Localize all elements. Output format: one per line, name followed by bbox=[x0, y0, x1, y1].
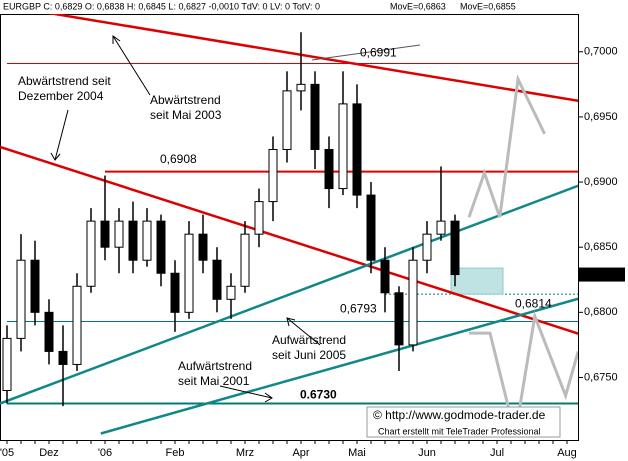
candle-body bbox=[114, 220, 124, 248]
annotation: Aufwärtstrend bbox=[178, 359, 252, 373]
x-tick-label: Apr bbox=[292, 447, 309, 459]
candle-body bbox=[44, 311, 54, 352]
candle-body bbox=[58, 350, 68, 365]
x-tick-label: Jun bbox=[418, 447, 436, 459]
y-tick-label: 0,6800 bbox=[584, 306, 618, 318]
level-label: 0,6793 bbox=[340, 302, 377, 316]
credit-box bbox=[366, 406, 561, 438]
candle-body bbox=[296, 83, 306, 92]
y-tick-label: 0,6900 bbox=[584, 176, 618, 188]
x-tick-label: Mrz bbox=[236, 447, 254, 459]
last-price: 0,6829 bbox=[582, 268, 616, 280]
candle-body bbox=[156, 220, 166, 274]
candle-body bbox=[394, 292, 404, 346]
projection bbox=[467, 73, 546, 218]
projection bbox=[469, 310, 578, 436]
trendline bbox=[47, 14, 578, 103]
plot-area bbox=[0, 14, 578, 436]
x-tick-label: Mai bbox=[348, 447, 366, 459]
plot-frame bbox=[0, 14, 579, 441]
level-box bbox=[450, 267, 504, 295]
annotation: seit Mai 2003 bbox=[150, 108, 222, 122]
level-label: 0,6814 bbox=[515, 296, 552, 310]
candle-body bbox=[352, 103, 362, 196]
candle-body bbox=[142, 220, 152, 261]
candle-body bbox=[282, 90, 292, 150]
candle-body bbox=[184, 233, 194, 313]
header: EURGBP C: 0,6829 O: 0,6838 H: 0,6845 L: … bbox=[3, 1, 320, 11]
annotation: seit Juni 2005 bbox=[272, 348, 346, 362]
credit: Chart erstellt mit TeleTrader Profession… bbox=[378, 426, 541, 436]
x-tick-label: Jul bbox=[490, 447, 504, 459]
ma-label: MovE=0,6863 bbox=[390, 1, 446, 11]
candle-body bbox=[86, 220, 96, 287]
candle-body bbox=[324, 148, 334, 190]
candle-body bbox=[422, 233, 432, 261]
trendline bbox=[0, 145, 578, 335]
candle-body bbox=[16, 259, 26, 339]
arrows bbox=[50, 35, 421, 403]
last-price-box bbox=[579, 267, 625, 282]
candle-body bbox=[128, 220, 138, 261]
candle-body bbox=[366, 194, 376, 261]
level-label: 0,6908 bbox=[160, 152, 197, 166]
candle-body bbox=[450, 220, 460, 276]
candle-body bbox=[100, 220, 110, 248]
candle-body bbox=[254, 201, 264, 235]
x-tick-label: Feb bbox=[166, 447, 185, 459]
x-tick-label: Dez bbox=[39, 447, 59, 459]
ma-label: MovE=0,6855 bbox=[460, 1, 516, 11]
candle-body bbox=[268, 148, 278, 203]
x-tick-label: '05 bbox=[0, 447, 14, 459]
level-label: 0,6991 bbox=[360, 46, 397, 60]
candle-body bbox=[212, 259, 222, 300]
candle-body bbox=[198, 233, 208, 261]
y-tick-label: 0,6750 bbox=[584, 371, 618, 383]
candle-body bbox=[310, 83, 320, 150]
annotation: Dezember 2004 bbox=[18, 89, 104, 103]
y-tick-label: 0,7000 bbox=[584, 46, 618, 58]
candle-body bbox=[380, 259, 390, 294]
candle-body bbox=[408, 259, 418, 346]
y-tick-label: 0,6850 bbox=[584, 241, 618, 253]
candle-body bbox=[30, 259, 40, 313]
trendline bbox=[0, 184, 578, 405]
x-tick-label: Aug bbox=[557, 447, 577, 459]
annotation: Aufwärtstrend bbox=[272, 333, 346, 347]
candle-body bbox=[338, 103, 348, 190]
candle-body bbox=[240, 233, 250, 287]
credit: © http://www.godmode-trader.de bbox=[373, 408, 546, 422]
annotation: Abwärtstrend bbox=[150, 93, 221, 107]
x-tick-label: '06 bbox=[98, 447, 112, 459]
candle-body bbox=[2, 337, 12, 391]
y-tick-label: 0,6950 bbox=[584, 111, 618, 123]
level-label: 0.6730 bbox=[300, 388, 337, 402]
annotation: Abwärtstrend seit bbox=[18, 74, 111, 88]
trendline bbox=[100, 297, 578, 435]
candle-body bbox=[170, 272, 180, 313]
annotation: seit Mai 2001 bbox=[178, 374, 250, 388]
candle-body bbox=[72, 285, 82, 365]
candle-body bbox=[436, 220, 446, 235]
candle-body bbox=[226, 285, 236, 300]
